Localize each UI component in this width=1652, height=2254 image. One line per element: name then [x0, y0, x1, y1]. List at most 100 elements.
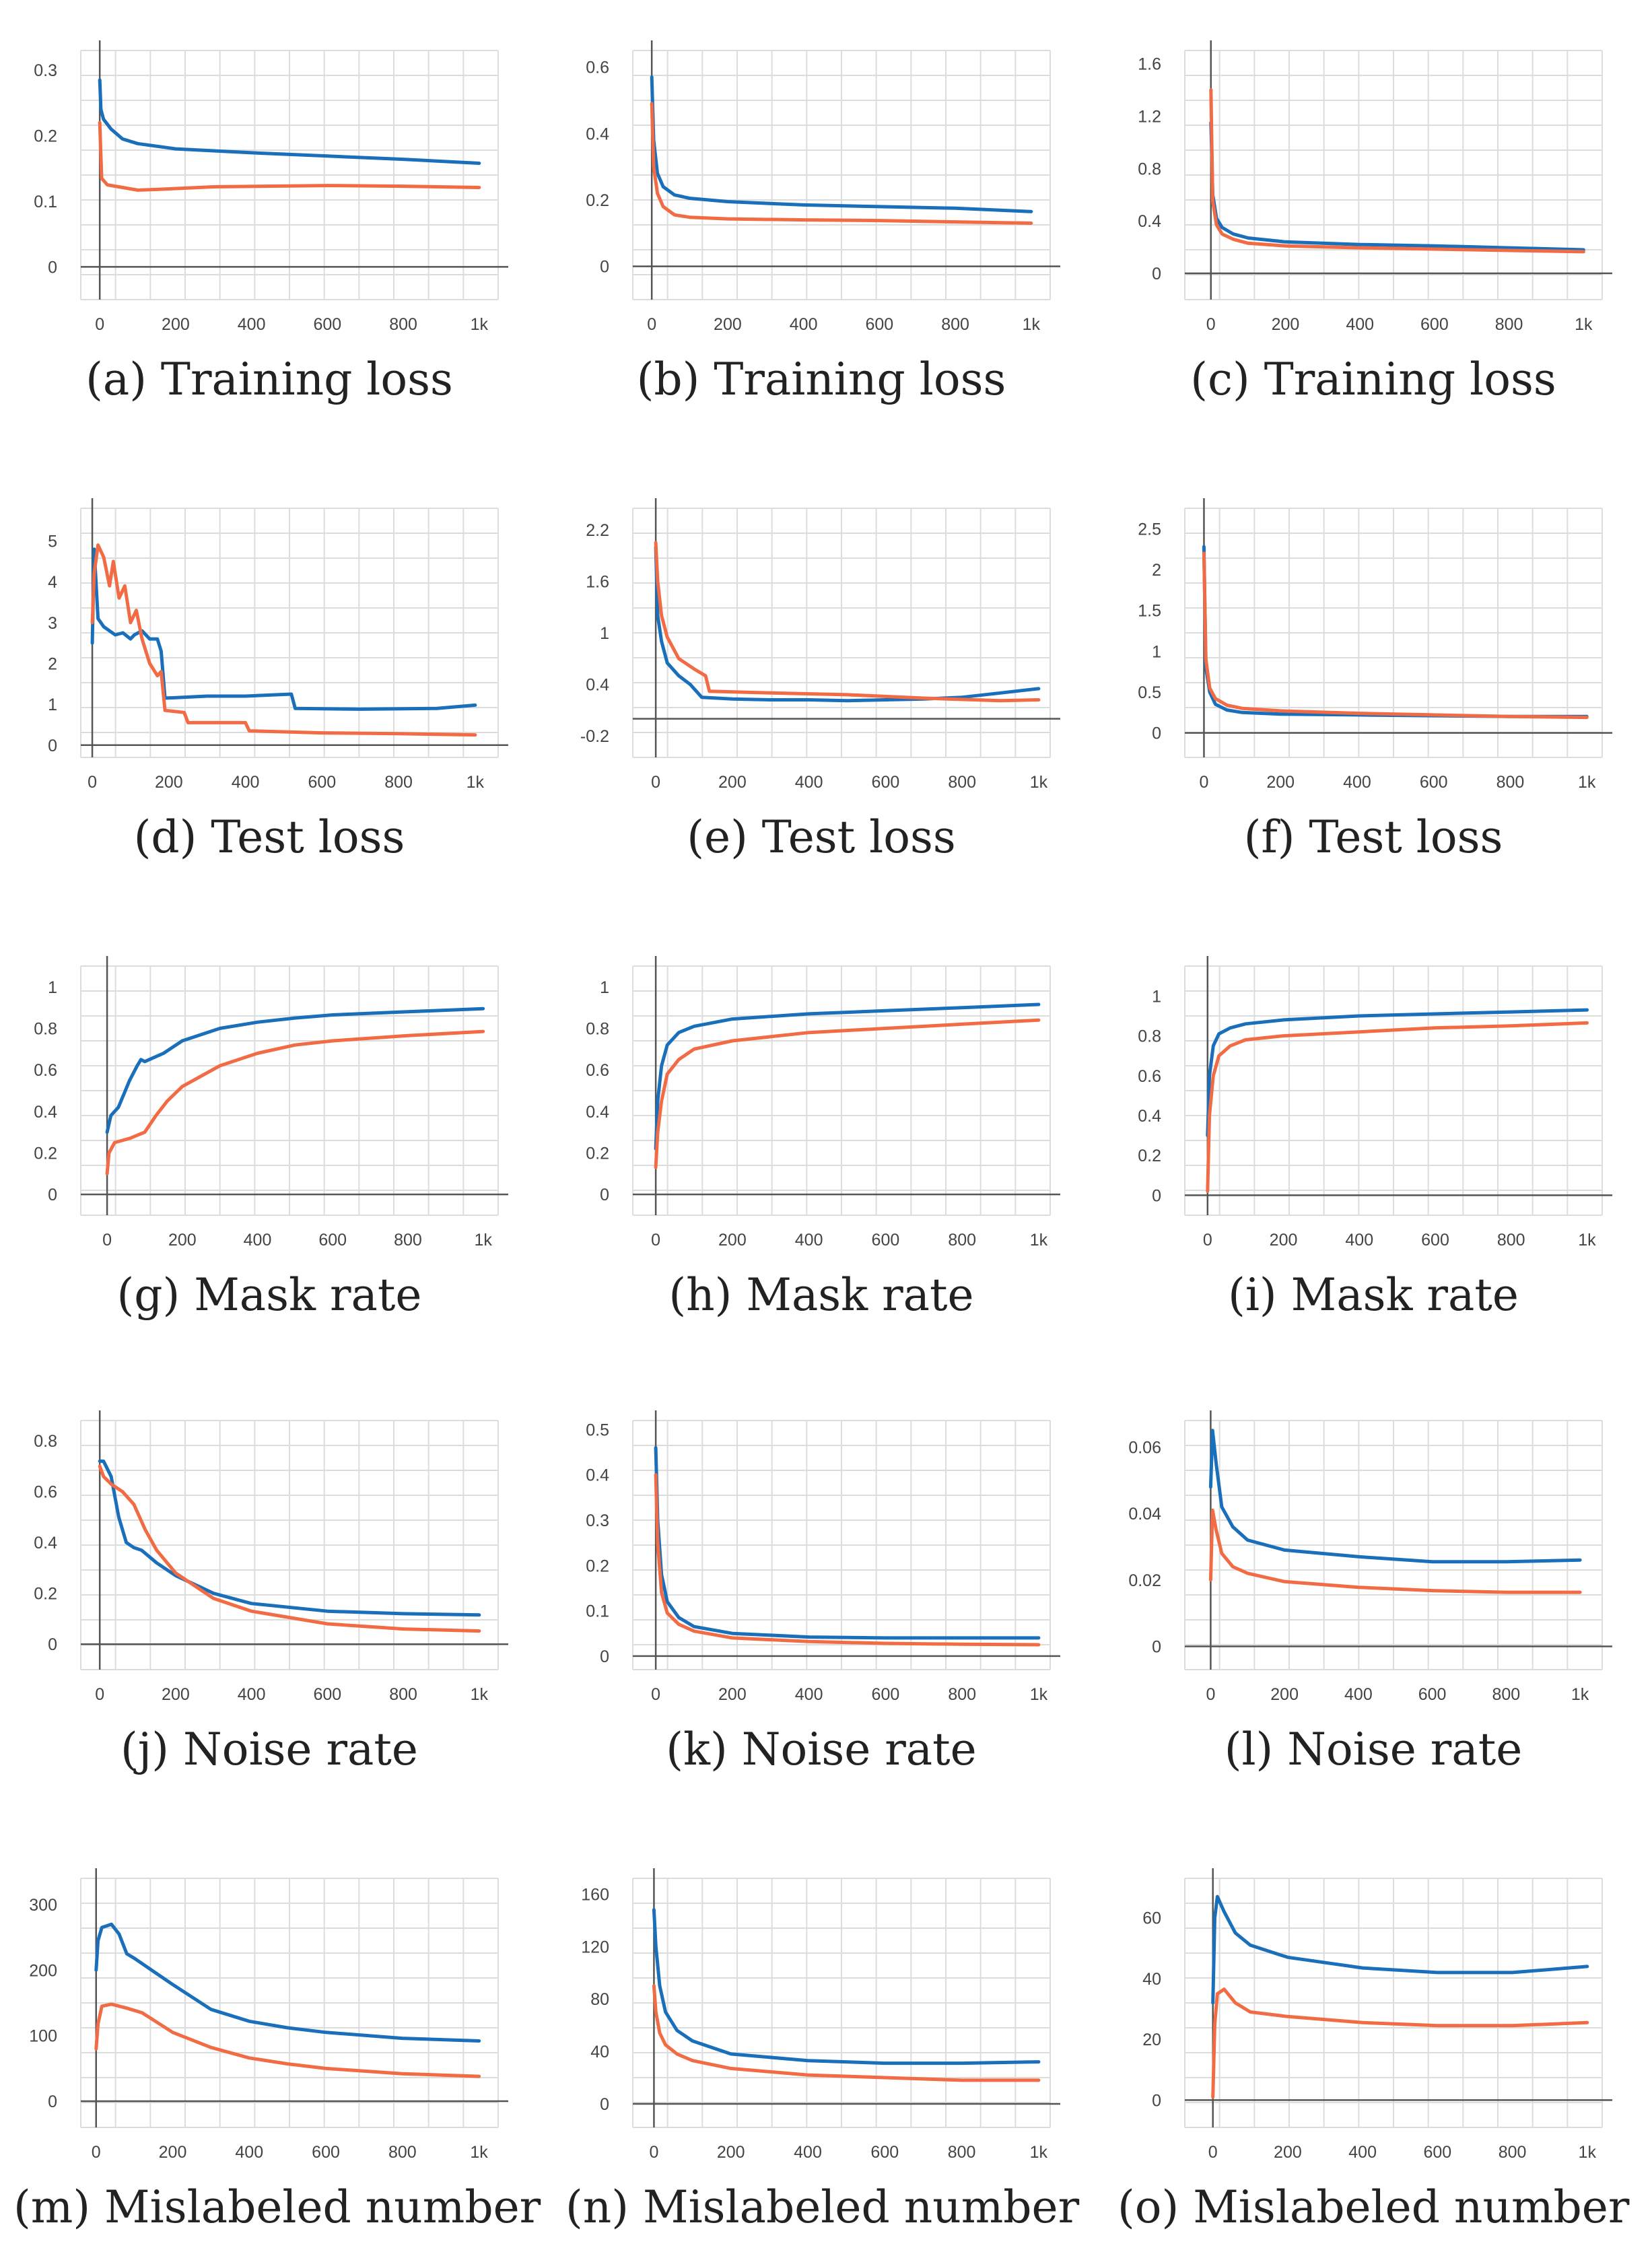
- y-tick-label: 0.4: [34, 1534, 57, 1552]
- x-tick-label: 0: [651, 1231, 660, 1250]
- y-tick-label: 2: [1152, 561, 1161, 580]
- chart-svg-a: 0 200 400 600 800 1k 0 0.1 0.2 0.3: [34, 40, 508, 334]
- y-tick-label: 5: [48, 533, 57, 551]
- chart-panel-o: 0 200 400 600 800 1k 0 20 40 60 (o) Mislabeled num…: [1117, 1865, 1629, 2242]
- chart-svg-c: 0 200 400 600 800 1k 0 0.4 0.8 1.2 1.6: [1138, 40, 1612, 334]
- y-tick-label: -0.2: [580, 727, 609, 746]
- chart-svg-f: 0 200 400 600 800 1k 0 0.5 1 1.5 2 2.5: [1138, 498, 1612, 792]
- x-tick-label: 400: [232, 773, 260, 792]
- x-tick-label: 200: [1272, 315, 1300, 334]
- x-tick-label: 200: [168, 1231, 197, 1250]
- y-tick-label: 0: [48, 2092, 57, 2111]
- x-tick-label: 0: [1199, 773, 1208, 792]
- x-tick-label: 800: [1492, 1685, 1520, 1704]
- series-line-orange: [1202, 551, 1589, 720]
- y-tick-label: 1: [1152, 642, 1161, 661]
- x-tick-label: 400: [790, 315, 818, 334]
- y-tick-label: 1.6: [1138, 55, 1161, 73]
- x-tick-label: 400: [244, 1231, 272, 1250]
- x-tick-label: 0: [95, 315, 104, 334]
- y-tick-label: 40: [590, 2043, 609, 2061]
- chart-caption: (f) Test loss: [1243, 811, 1503, 863]
- y-tick-label: 0.6: [1138, 1067, 1161, 1086]
- y-tick-label: 0.4: [1138, 1107, 1161, 1126]
- grid-lines: [1184, 1420, 1603, 1670]
- y-tick-label: 0.8: [1138, 160, 1161, 178]
- x-tick-label: 800: [948, 2143, 976, 2162]
- y-tick-label: 0: [1152, 724, 1161, 743]
- series-line-orange: [105, 1029, 485, 1175]
- chart-caption: (a) Training loss: [85, 353, 453, 405]
- chart-svg-d: 0 200 400 600 800 1k 0 1 2 3 4 5: [48, 498, 508, 792]
- x-tick-label: 600: [314, 1685, 342, 1704]
- chart-svg-m: 0 200 400 600 800 1k 0 100 200 300: [29, 1868, 508, 2162]
- y-tick-label: 0.2: [34, 1145, 57, 1163]
- y-tick-label: 0: [600, 1186, 609, 1204]
- y-tick-label: 0: [1152, 265, 1161, 283]
- x-tick-label: 400: [1348, 2143, 1377, 2162]
- y-tick-label: 0.4: [1138, 212, 1161, 231]
- x-tick-label: 600: [1418, 1685, 1447, 1704]
- chart-panel-g: 0 200 400 600 800 1k 0 0.2 0.4 0.6 0.8 1 (g) Mask ra…: [13, 953, 525, 1330]
- series-line-blue: [1202, 545, 1589, 718]
- chart-caption: (h) Mask rate: [668, 1269, 974, 1321]
- chart-caption: (c) Training loss: [1190, 353, 1556, 405]
- y-tick-label: 0.04: [1128, 1505, 1161, 1524]
- y-tick-label: 0: [1152, 1637, 1161, 1656]
- y-tick-label: 0.5: [586, 1421, 609, 1439]
- series-line-blue: [650, 75, 1033, 213]
- chart-caption: (n) Mislabeled number: [565, 2181, 1080, 2233]
- chart-panel-m: 0 200 400 600 800 1k 0 100 200 300 (m) Mislabeled …: [13, 1865, 541, 2242]
- x-tick-label: 1k: [1023, 315, 1041, 334]
- y-tick-label: 0.4: [586, 1103, 609, 1122]
- series-line-orange: [654, 1018, 1041, 1169]
- y-tick-label: 100: [29, 2027, 57, 2046]
- chart-svg-i: 0 200 400 600 800 1k 0 0.2 0.4 0.6 0.8 1: [1138, 956, 1612, 1250]
- x-tick-label: 0: [95, 1685, 104, 1704]
- series-line-orange: [1209, 88, 1585, 254]
- x-tick-label: 600: [1420, 773, 1448, 792]
- x-tick-label: 400: [1343, 773, 1371, 792]
- grid-lines: [80, 965, 499, 1216]
- x-tick-label: 200: [714, 315, 742, 334]
- grid-lines: [80, 1878, 499, 2128]
- y-tick-label: 0.2: [586, 1145, 609, 1163]
- x-tick-label: 400: [1345, 1231, 1373, 1250]
- chart-svg-j: 0 200 400 600 800 1k 0 0.2 0.4 0.6 0.8: [34, 1410, 508, 1704]
- grid-lines: [1184, 50, 1603, 300]
- series-line-blue: [94, 1922, 481, 2043]
- x-tick-label: 800: [389, 315, 417, 334]
- chart-caption: (o) Mislabeled number: [1117, 2181, 1630, 2233]
- y-tick-label: 3: [48, 614, 57, 633]
- x-tick-label: 1k: [474, 1231, 492, 1250]
- chart-panel-f: 0 200 400 600 800 1k 0 0.5 1 1.5 2 2.5 (f) Test loss: [1117, 495, 1629, 872]
- x-tick-label: 400: [795, 1685, 823, 1704]
- y-tick-label: 2.5: [1138, 520, 1161, 539]
- x-tick-label: 1k: [1030, 2143, 1048, 2162]
- x-tick-label: 800: [1497, 1231, 1525, 1250]
- grid-lines: [80, 1420, 499, 1670]
- y-tick-label: 0.2: [34, 1585, 57, 1604]
- x-tick-label: 200: [162, 1685, 190, 1704]
- y-tick-label: 160: [581, 1885, 609, 1904]
- x-tick-label: 1k: [1571, 1685, 1589, 1704]
- series-line-orange: [94, 2002, 481, 2078]
- x-tick-label: 0: [651, 773, 660, 792]
- y-tick-label: 40: [1142, 1970, 1161, 1989]
- y-tick-label: 300: [29, 1896, 57, 1915]
- x-tick-label: 800: [948, 773, 976, 792]
- x-tick-label: 800: [1499, 2143, 1527, 2162]
- y-tick-label: 0.6: [586, 59, 609, 77]
- x-tick-label: 800: [394, 1231, 422, 1250]
- y-tick-label: 0.8: [1138, 1027, 1161, 1046]
- y-tick-label: 1.5: [1138, 602, 1161, 621]
- series-line-orange: [1208, 1508, 1582, 1594]
- x-tick-label: 1k: [1579, 2143, 1597, 2162]
- grid-lines: [632, 1878, 1051, 2128]
- x-tick-label: 600: [1421, 1231, 1449, 1250]
- series-line-orange: [654, 1473, 1041, 1647]
- y-tick-label: 0.8: [34, 1432, 57, 1451]
- series-line-blue: [1206, 1008, 1589, 1138]
- y-tick-label: 0.4: [586, 676, 609, 695]
